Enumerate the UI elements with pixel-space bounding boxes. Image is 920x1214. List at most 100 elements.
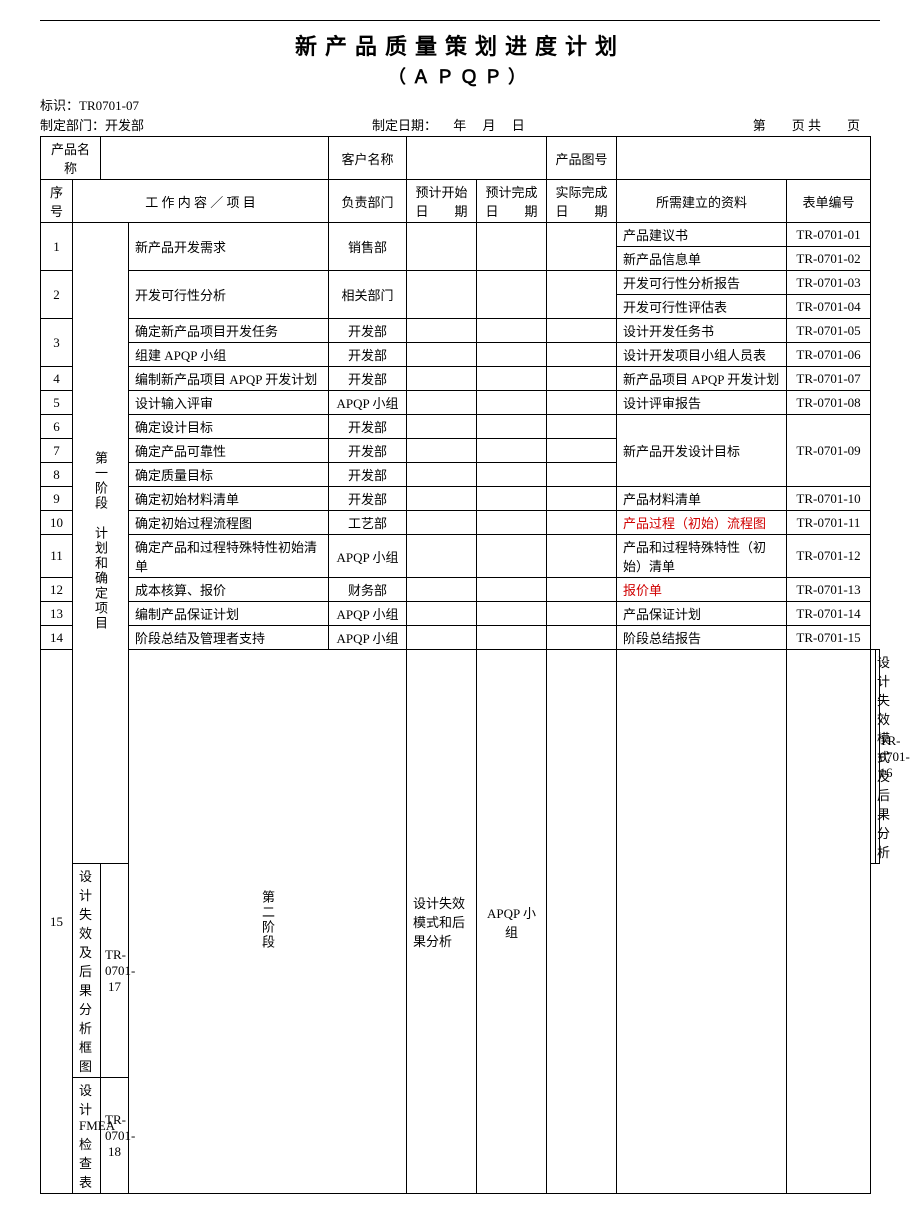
- doc-cell: 开发可行性评估表: [617, 295, 787, 319]
- item-cell: 成本核算、报价: [129, 578, 329, 602]
- col-dept: 负责部门: [329, 180, 407, 223]
- actual-end-cell: [547, 223, 617, 271]
- table-row: 14 阶段总结及管理者支持 APQP 小组 阶段总结报告 TR-0701-15: [41, 626, 880, 650]
- form-cell: TR-0701-14: [787, 602, 871, 626]
- col-plan-start: 预计开始日 期: [407, 180, 477, 223]
- stage2-cell: 第二阶段: [129, 650, 407, 1194]
- col-item: 工 作 内 容 ／ 项 目: [73, 180, 329, 223]
- dept-cell: 财务部: [329, 578, 407, 602]
- col-docs: 所需建立的资料: [617, 180, 787, 223]
- doc-cell: 产品材料清单: [617, 487, 787, 511]
- item-cell: 确定设计目标: [129, 415, 329, 439]
- doc-cell: 设计评审报告: [617, 391, 787, 415]
- doc-cell: 报价单: [617, 578, 787, 602]
- plan-end-cell: [477, 223, 547, 271]
- date-d: 日: [512, 118, 525, 133]
- form-cell: TR-0701-06: [787, 343, 871, 367]
- table-row: 3 确定新产品项目开发任务 开发部 设计开发任务书 TR-0701-05: [41, 319, 880, 343]
- doc-cell: 设计开发任务书: [617, 319, 787, 343]
- page-label: 第 页 共 页: [753, 115, 880, 134]
- drawing-no-value: [617, 137, 871, 180]
- dept-cell: APQP 小组: [329, 535, 407, 578]
- item-cell: 组建 APQP 小组: [129, 343, 329, 367]
- form-cell: TR-0701-01: [787, 223, 871, 247]
- form-cell: TR-0701-13: [787, 578, 871, 602]
- seq-cell: 15: [41, 650, 73, 1194]
- doc-cell: 产品建议书: [617, 223, 787, 247]
- table-row: 15 第二阶段 设计失效模式和后果分析 APQP 小组 设计失效模式及后果分析 …: [41, 650, 880, 864]
- doc-cell: 设计开发项目小组人员表: [617, 343, 787, 367]
- form-cell: TR-0701-11: [787, 511, 871, 535]
- table-row: 4 编制新产品项目 APQP 开发计划 开发部 新产品项目 APQP 开发计划 …: [41, 367, 880, 391]
- form-cell: TR-0701-08: [787, 391, 871, 415]
- stage1-cell: 第一阶段 计划和确定项目: [73, 223, 129, 864]
- doc-cell: 新产品开发设计目标: [617, 415, 787, 487]
- item-cell: 设计输入评审: [129, 391, 329, 415]
- seq-cell: 2: [41, 271, 73, 319]
- dept-cell: 工艺部: [329, 511, 407, 535]
- item-cell: 阶段总结及管理者支持: [129, 626, 329, 650]
- form-cell: TR-0701-18: [101, 1078, 129, 1194]
- seq-cell: 3: [41, 319, 73, 367]
- dept-cell: 相关部门: [329, 271, 407, 319]
- dept-value: 开发部: [105, 118, 144, 133]
- table-row: 组建 APQP 小组 开发部 设计开发项目小组人员表 TR-0701-06: [41, 343, 880, 367]
- col-actual-end: 实际完成日 期: [547, 180, 617, 223]
- id-value: TR0701-07: [79, 98, 139, 113]
- col-plan-end: 预计完成日 期: [477, 180, 547, 223]
- form-cell: TR-0701-02: [787, 247, 871, 271]
- item-cell: 确定初始材料清单: [129, 487, 329, 511]
- seq-cell: 10: [41, 511, 73, 535]
- form-cell: TR-0701-03: [787, 271, 871, 295]
- dept-cell: 开发部: [329, 415, 407, 439]
- item-cell: 编制新产品项目 APQP 开发计划: [129, 367, 329, 391]
- dept-cell: 开发部: [329, 367, 407, 391]
- table-row: 5 设计输入评审 APQP 小组 设计评审报告 TR-0701-08: [41, 391, 880, 415]
- table-row: 2 开发可行性分析 相关部门 开发可行性分析报告 TR-0701-03: [41, 271, 880, 295]
- table-row: 11 确定产品和过程特殊特性初始清单 APQP 小组 产品和过程特殊特性（初始）…: [41, 535, 880, 578]
- doc-cell: 产品保证计划: [617, 602, 787, 626]
- product-name-label: 产品名称: [41, 137, 101, 180]
- plan-start-cell: [407, 223, 477, 271]
- dept-cell: 开发部: [329, 319, 407, 343]
- dept-cell: APQP 小组: [329, 602, 407, 626]
- form-cell: TR-0701-12: [787, 535, 871, 578]
- dept-label: 制定部门：: [40, 118, 105, 133]
- seq-cell: 4: [41, 367, 73, 391]
- item-cell: 确定初始过程流程图: [129, 511, 329, 535]
- item-cell: 确定质量目标: [129, 463, 329, 487]
- apqp-table: 产品名称 客户名称 产品图号 序号 工 作 内 容 ／ 项 目 负责部门 预计开…: [40, 136, 880, 1194]
- dept-cell: 开发部: [329, 439, 407, 463]
- doc-cell: 阶段总结报告: [617, 626, 787, 650]
- date-m: 月: [483, 118, 496, 133]
- date-y: 年: [453, 118, 466, 133]
- item-cell: 确定产品可靠性: [129, 439, 329, 463]
- form-cell: TR-0701-07: [787, 367, 871, 391]
- item-cell: 开发可行性分析: [129, 271, 329, 319]
- doc-cell: 新产品信息单: [617, 247, 787, 271]
- form-cell: TR-0701-17: [101, 864, 129, 1078]
- table-row: 12 成本核算、报价 财务部 报价单 TR-0701-13: [41, 578, 880, 602]
- item-cell: 编制产品保证计划: [129, 602, 329, 626]
- doc-cell: 开发可行性分析报告: [617, 271, 787, 295]
- form-cell: TR-0701-04: [787, 295, 871, 319]
- seq-cell: 7: [41, 439, 73, 463]
- date-label: 制定日期：: [372, 118, 437, 133]
- column-header-row: 序号 工 作 内 容 ／ 项 目 负责部门 预计开始日 期 预计完成日 期 实际…: [41, 180, 880, 223]
- info-row: 产品名称 客户名称 产品图号: [41, 137, 880, 180]
- seq-cell: 8: [41, 463, 73, 487]
- table-row: 1 第一阶段 计划和确定项目 新产品开发需求 销售部 产品建议书 TR-0701…: [41, 223, 880, 247]
- col-seq: 序号: [41, 180, 73, 223]
- doc-cell: 产品过程（初始）流程图: [617, 511, 787, 535]
- doc-cell: 新产品项目 APQP 开发计划: [617, 367, 787, 391]
- form-cell: TR-0701-05: [787, 319, 871, 343]
- product-name-value: [101, 137, 329, 180]
- doc-cell: 设计 FMEA 检查表: [73, 1078, 101, 1194]
- dept-cell: 销售部: [329, 223, 407, 271]
- item-cell: 确定产品和过程特殊特性初始清单: [129, 535, 329, 578]
- drawing-no-label: 产品图号: [547, 137, 617, 180]
- doc-cell: 设计失效及后果分析框图: [73, 864, 101, 1078]
- dept-cell: APQP 小组: [477, 650, 547, 1194]
- doc-cell: 产品和过程特殊特性（初始）清单: [617, 535, 787, 578]
- col-form: 表单编号: [787, 180, 871, 223]
